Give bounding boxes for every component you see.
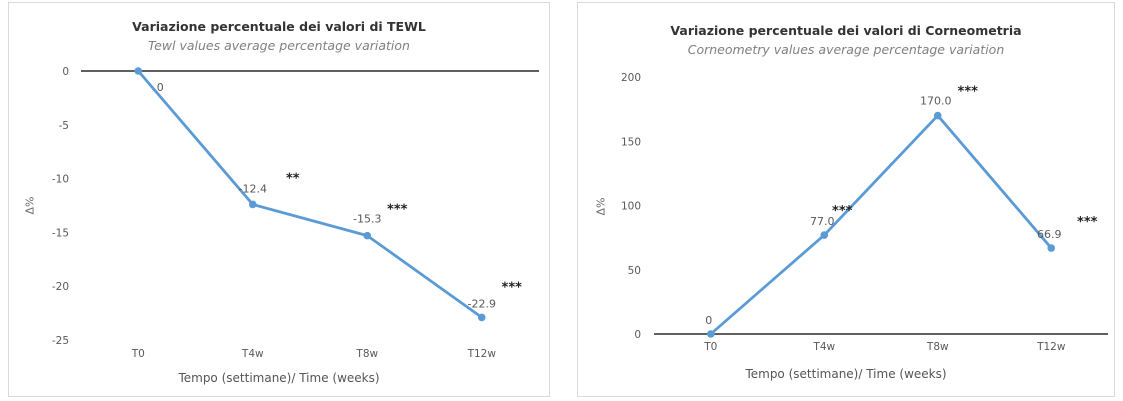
y-tick-label: 200: [621, 72, 641, 84]
data-label: -15.3: [353, 213, 381, 226]
data-point: [1047, 244, 1056, 252]
chart-subtitle: Corneometry values average percentage va…: [687, 42, 1005, 57]
y-tick-label: 150: [621, 136, 641, 148]
data-label: 66.9: [1037, 228, 1062, 241]
series-line: [137, 70, 483, 319]
y-tick-label: -25: [52, 335, 69, 347]
y-tick-label: 0: [634, 329, 641, 341]
data-label: 170.0: [920, 95, 952, 108]
chart-subtitle: Tewl values average percentage variation: [148, 38, 410, 53]
data-label: -12.4: [239, 182, 267, 195]
x-tick-label: T4w: [241, 348, 264, 360]
x-axis-label: Tempo (settimane)/ Time (weeks): [178, 371, 380, 385]
significance-marker: ***: [958, 85, 979, 100]
chart-title: Variazione percentuale dei valori di Cor…: [670, 23, 1022, 38]
data-point: [933, 111, 942, 120]
y-tick-label: -10: [52, 174, 69, 186]
data-label: 0: [157, 81, 164, 94]
x-tick-label: T8w: [926, 341, 949, 353]
x-tick-label: T0: [131, 348, 145, 360]
data-label: 77.0: [810, 215, 835, 228]
data-label: -22.9: [468, 297, 496, 310]
y-tick-label: 50: [628, 265, 641, 277]
data-label: 0: [705, 314, 712, 327]
y-tick-label: 100: [621, 201, 641, 213]
y-tick-label: -20: [52, 281, 69, 293]
data-point: [363, 231, 372, 240]
significance-marker: ***: [832, 204, 853, 219]
data-point: [477, 313, 486, 322]
x-axis-label: Tempo (settimane)/ Time (weeks): [745, 367, 947, 381]
chart-title: Variazione percentuale dei valori di TEW…: [132, 19, 426, 34]
chart-panel-corneometry: Variazione percentuale dei valori di Cor…: [577, 2, 1115, 397]
x-tick-label: T12w: [1036, 341, 1066, 353]
y-tick-label: -15: [52, 227, 69, 239]
tewl-plot: 0 -5 -10 -15 -20 -25 T0 T4w T8w T12w 0 -12.4 ** -15.3…: [52, 66, 539, 360]
x-tick-label: T12w: [467, 348, 497, 360]
x-tick-label: T0: [703, 341, 717, 353]
data-point: [706, 330, 715, 338]
chart-panel-tewl: Variazione percentuale dei valori di TEW…: [8, 2, 550, 397]
x-tick-label: T4w: [812, 341, 835, 353]
data-point: [134, 67, 143, 75]
x-tick-label: T8w: [355, 348, 378, 360]
series-line: [709, 114, 1053, 336]
y-tick-label: -5: [59, 120, 69, 132]
significance-marker: ***: [1077, 215, 1098, 230]
data-point: [820, 231, 829, 239]
significance-marker: ***: [387, 203, 408, 218]
data-point: [248, 200, 257, 209]
significance-marker: **: [286, 171, 300, 186]
y-tick-label: 0: [62, 66, 69, 78]
significance-marker: ***: [502, 280, 523, 295]
